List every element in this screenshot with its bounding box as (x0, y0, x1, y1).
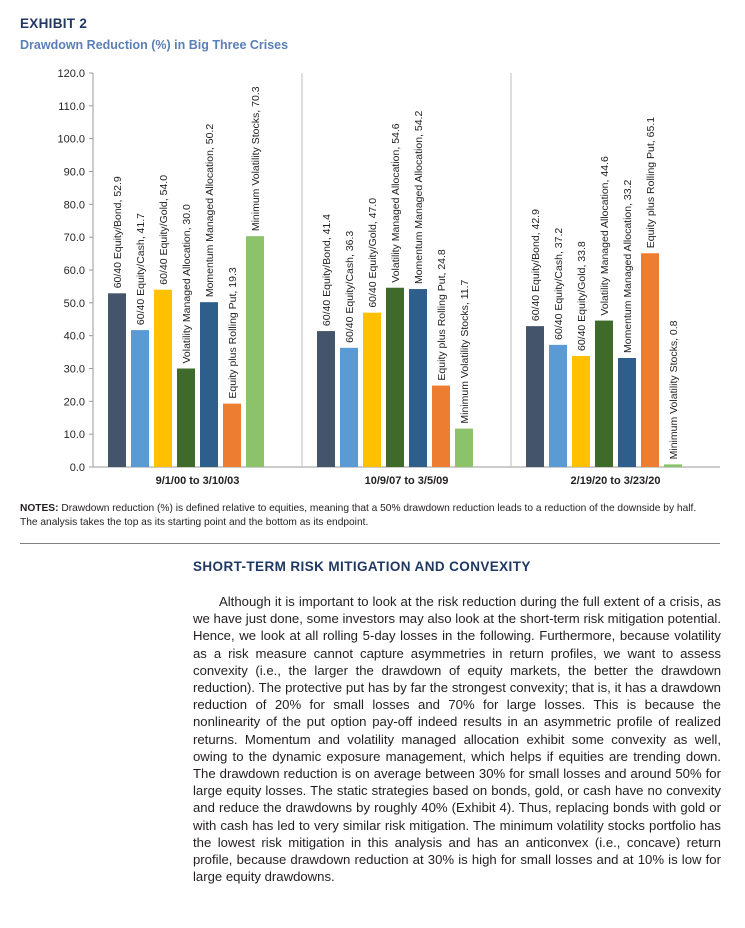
bar (223, 403, 241, 467)
bar-data-label: Momentum Managed Allocation, 33.2 (622, 179, 634, 353)
notes-text: Drawdown reduction (%) is defined relati… (20, 503, 697, 528)
bar-data-label: Equity plus Rolling Put, 65.1 (645, 117, 657, 248)
chart-notes: NOTES: Drawdown reduction (%) is defined… (20, 502, 710, 530)
bar (246, 236, 264, 467)
section-body-text: Although it is important to look at the … (193, 594, 721, 885)
bar-data-label: 60/40 Equity/Bond, 41.4 (321, 214, 333, 326)
bar (549, 344, 567, 467)
bar (340, 347, 358, 467)
bar-data-label: 60/40 Equity/Gold, 54.0 (158, 175, 170, 285)
x-category-label: 9/1/00 to 3/10/03 (156, 475, 240, 487)
bar-data-label: 60/40 Equity/Cash, 41.7 (135, 213, 147, 325)
bar-data-label: 60/40 Equity/Bond, 42.9 (530, 209, 542, 321)
y-tick-label: 90.0 (64, 167, 85, 179)
y-tick-label: 100.0 (57, 134, 85, 146)
bar (200, 302, 218, 467)
bar-data-label: Equity plus Rolling Put, 19.3 (227, 267, 239, 398)
bar-data-label: 60/40 Equity/Gold, 33.8 (576, 241, 588, 351)
exhibit-title: Drawdown Reduction (%) in Big Three Cris… (20, 38, 289, 52)
bar (386, 287, 404, 467)
bar-data-label: Volatility Managed Allocation, 54.6 (390, 123, 402, 283)
bar-data-label: Minimum Volatility Stocks, 11.7 (459, 279, 471, 423)
exhibit-label: EXHIBIT 2 (20, 16, 88, 31)
bar-data-label: Momentum Managed Allocation, 54.2 (413, 111, 425, 285)
section-divider (20, 543, 720, 544)
y-tick-label: 30.0 (64, 364, 85, 376)
bar (664, 464, 682, 467)
bar (641, 253, 659, 467)
bar (409, 289, 427, 467)
bar-data-label: Minimum Volatility Stocks, 70.3 (250, 86, 262, 231)
y-tick-label: 70.0 (64, 232, 85, 244)
bar (455, 428, 473, 467)
bar-data-label: 60/40 Equity/Cash, 36.3 (344, 231, 356, 343)
y-tick-label: 40.0 (64, 331, 85, 343)
y-tick-label: 110.0 (58, 101, 85, 113)
bar (177, 368, 195, 467)
bar-data-label: 60/40 Equity/Bond, 52.9 (112, 176, 124, 288)
bar (363, 312, 381, 467)
bar (432, 385, 450, 467)
section-heading: SHORT-TERM RISK MITIGATION AND CONVEXITY (193, 559, 531, 574)
bar (618, 357, 636, 467)
bar (317, 331, 335, 467)
x-category-label: 10/9/07 to 3/5/09 (365, 475, 449, 487)
bar-data-label: Momentum Managed Allocation, 50.2 (204, 124, 216, 298)
y-tick-label: 0.0 (70, 462, 85, 474)
bar-data-label: 60/40 Equity/Cash, 37.2 (553, 228, 565, 340)
bar (154, 289, 172, 467)
bar-data-label: Equity plus Rolling Put, 24.8 (436, 249, 448, 380)
bar (572, 356, 590, 467)
notes-prefix: NOTES: (20, 503, 59, 514)
y-tick-label: 10.0 (64, 429, 85, 441)
drawdown-bar-chart: 0.0 10.0 20.0 30.0 40.0 50.0 60.0 70.0 80.0 90.0 1… (57, 68, 720, 487)
y-tick-label: 120.0 (57, 68, 85, 80)
x-category-label: 2/19/20 to 3/23/20 (571, 475, 661, 487)
bar-data-label: Volatility Managed Allocation, 44.6 (599, 156, 611, 316)
y-tick-label: 50.0 (64, 298, 85, 310)
y-tick-label: 60.0 (64, 265, 85, 277)
bar-data-label: Volatility Managed Allocation, 30.0 (181, 204, 193, 364)
bar (108, 293, 126, 467)
bar-data-label: Minimum Volatility Stocks, 0.8 (668, 320, 680, 459)
bar (595, 320, 613, 467)
bar (526, 326, 544, 467)
y-tick-label: 80.0 (64, 199, 85, 211)
bar-data-label: 60/40 Equity/Gold, 47.0 (367, 198, 379, 308)
bar (131, 330, 149, 467)
y-tick-label: 20.0 (64, 396, 85, 408)
